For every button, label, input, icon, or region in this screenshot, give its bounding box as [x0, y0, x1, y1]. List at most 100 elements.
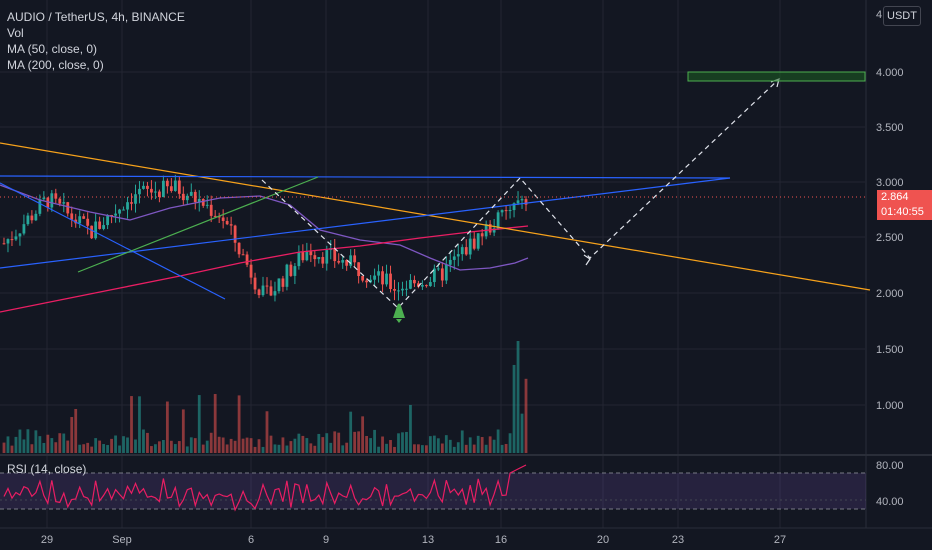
volume-bar [440, 443, 444, 453]
candle-body [381, 271, 384, 285]
blue-descending-line[interactable] [0, 182, 226, 300]
volume-bar [126, 437, 129, 453]
volume-bar [321, 437, 325, 453]
rsi-line[interactable] [3, 464, 527, 512]
volume-bar [480, 437, 484, 453]
volume-bar [277, 444, 281, 453]
volume-bar [110, 438, 113, 453]
candle-body [492, 228, 496, 233]
volume-bar [30, 444, 34, 453]
target-zone-box[interactable] [687, 71, 866, 82]
scale-top-marker: 4 [876, 9, 883, 21]
volume-bar [54, 442, 58, 453]
candle-body [42, 197, 46, 200]
volume-bar [325, 433, 329, 453]
candle-body [444, 264, 448, 281]
candle-body [349, 255, 353, 266]
volume-bar [409, 404, 412, 453]
volume-bar [301, 435, 305, 453]
candle-body [520, 199, 524, 201]
volume-bar [492, 439, 496, 453]
blue-rising-support-line[interactable] [0, 177, 731, 269]
candle-body [325, 250, 329, 264]
candle-body [158, 191, 161, 197]
volume-bar [173, 444, 177, 453]
candle-body [301, 252, 305, 261]
candle-body [66, 202, 70, 214]
ma50-indicator-label[interactable]: MA (50, close, 0) [7, 42, 98, 56]
blue-resistance-line[interactable] [0, 175, 731, 179]
green-trend-line[interactable] [77, 176, 319, 273]
volume-bar [405, 431, 408, 453]
price-tick: 2.500 [876, 232, 904, 244]
candle-body [305, 251, 309, 261]
volume-bar [472, 444, 476, 453]
symbol-title[interactable]: AUDIO / TetherUS, 4h, BINANCE [7, 10, 185, 24]
rsi-indicator-label[interactable]: RSI (14, close) [7, 462, 87, 476]
price-tick: 3.500 [876, 122, 904, 134]
volume-bar [484, 444, 488, 453]
time-axis[interactable]: 29 Sep 6 9 13 16 20 23 27 [41, 534, 786, 546]
volume-bar [94, 438, 98, 453]
volume-bar [397, 433, 400, 453]
volume-bar [281, 437, 285, 453]
candle-body [496, 212, 500, 229]
candle-body [22, 224, 26, 234]
volume-bar [130, 396, 133, 453]
candle-body [50, 193, 54, 208]
volume-bar [424, 445, 428, 453]
volume-bar [165, 401, 169, 453]
candle-body [46, 197, 50, 208]
volume-bar [401, 432, 404, 453]
volume-bars [2, 341, 528, 453]
volume-bar [504, 443, 508, 453]
candle-body [421, 285, 424, 287]
volume-bar [273, 444, 277, 453]
volume-bar [385, 443, 388, 453]
volume-bar [369, 438, 372, 453]
candle-body [265, 285, 269, 287]
chart-legend[interactable]: AUDIO / TetherUS, 4h, BINANCE Vol MA (50… [7, 9, 185, 73]
volume-bar [146, 432, 149, 453]
volume-bar [181, 409, 185, 453]
volume-bar [217, 436, 221, 453]
candle-body [321, 257, 325, 264]
candle-body [313, 255, 317, 260]
volume-bar [161, 439, 165, 453]
price-axis[interactable]: 4.000 3.500 3.000 2.500 2.000 1.500 1.00… [876, 67, 904, 508]
bell-icon[interactable] [393, 303, 405, 324]
volume-bar [381, 436, 384, 453]
volume-bar [154, 444, 157, 453]
candle-body [293, 266, 297, 276]
volume-bar [42, 442, 46, 453]
volume-bar [98, 440, 102, 453]
volume-bar [74, 408, 78, 453]
candle-body [401, 288, 404, 291]
candle-body [472, 238, 476, 249]
candle-body [440, 268, 444, 281]
orange-downtrend-line[interactable] [0, 142, 871, 291]
projection-path[interactable] [261, 79, 779, 309]
candle-body [289, 264, 293, 276]
candle-body [26, 215, 30, 225]
candle-body [464, 247, 468, 255]
volume-bar [6, 436, 10, 453]
volume-bar [313, 445, 317, 453]
currency-button[interactable]: USDT [883, 6, 921, 26]
candle-body [185, 195, 189, 201]
ma200-line[interactable] [0, 225, 529, 313]
ma200-indicator-label[interactable]: MA (200, close, 0) [7, 58, 104, 72]
candle-body [189, 191, 193, 196]
volume-bar [241, 438, 245, 453]
volume-bar [265, 411, 269, 453]
volume-bar [452, 446, 456, 453]
arrow-head-icon [583, 254, 591, 266]
candle-body [229, 224, 233, 226]
ma50-line[interactable] [0, 184, 529, 271]
volume-bar [106, 445, 109, 453]
candle-body [337, 261, 341, 263]
candle-body [110, 214, 113, 216]
volume-bar [142, 429, 145, 453]
vol-indicator-label[interactable]: Vol [7, 26, 24, 40]
